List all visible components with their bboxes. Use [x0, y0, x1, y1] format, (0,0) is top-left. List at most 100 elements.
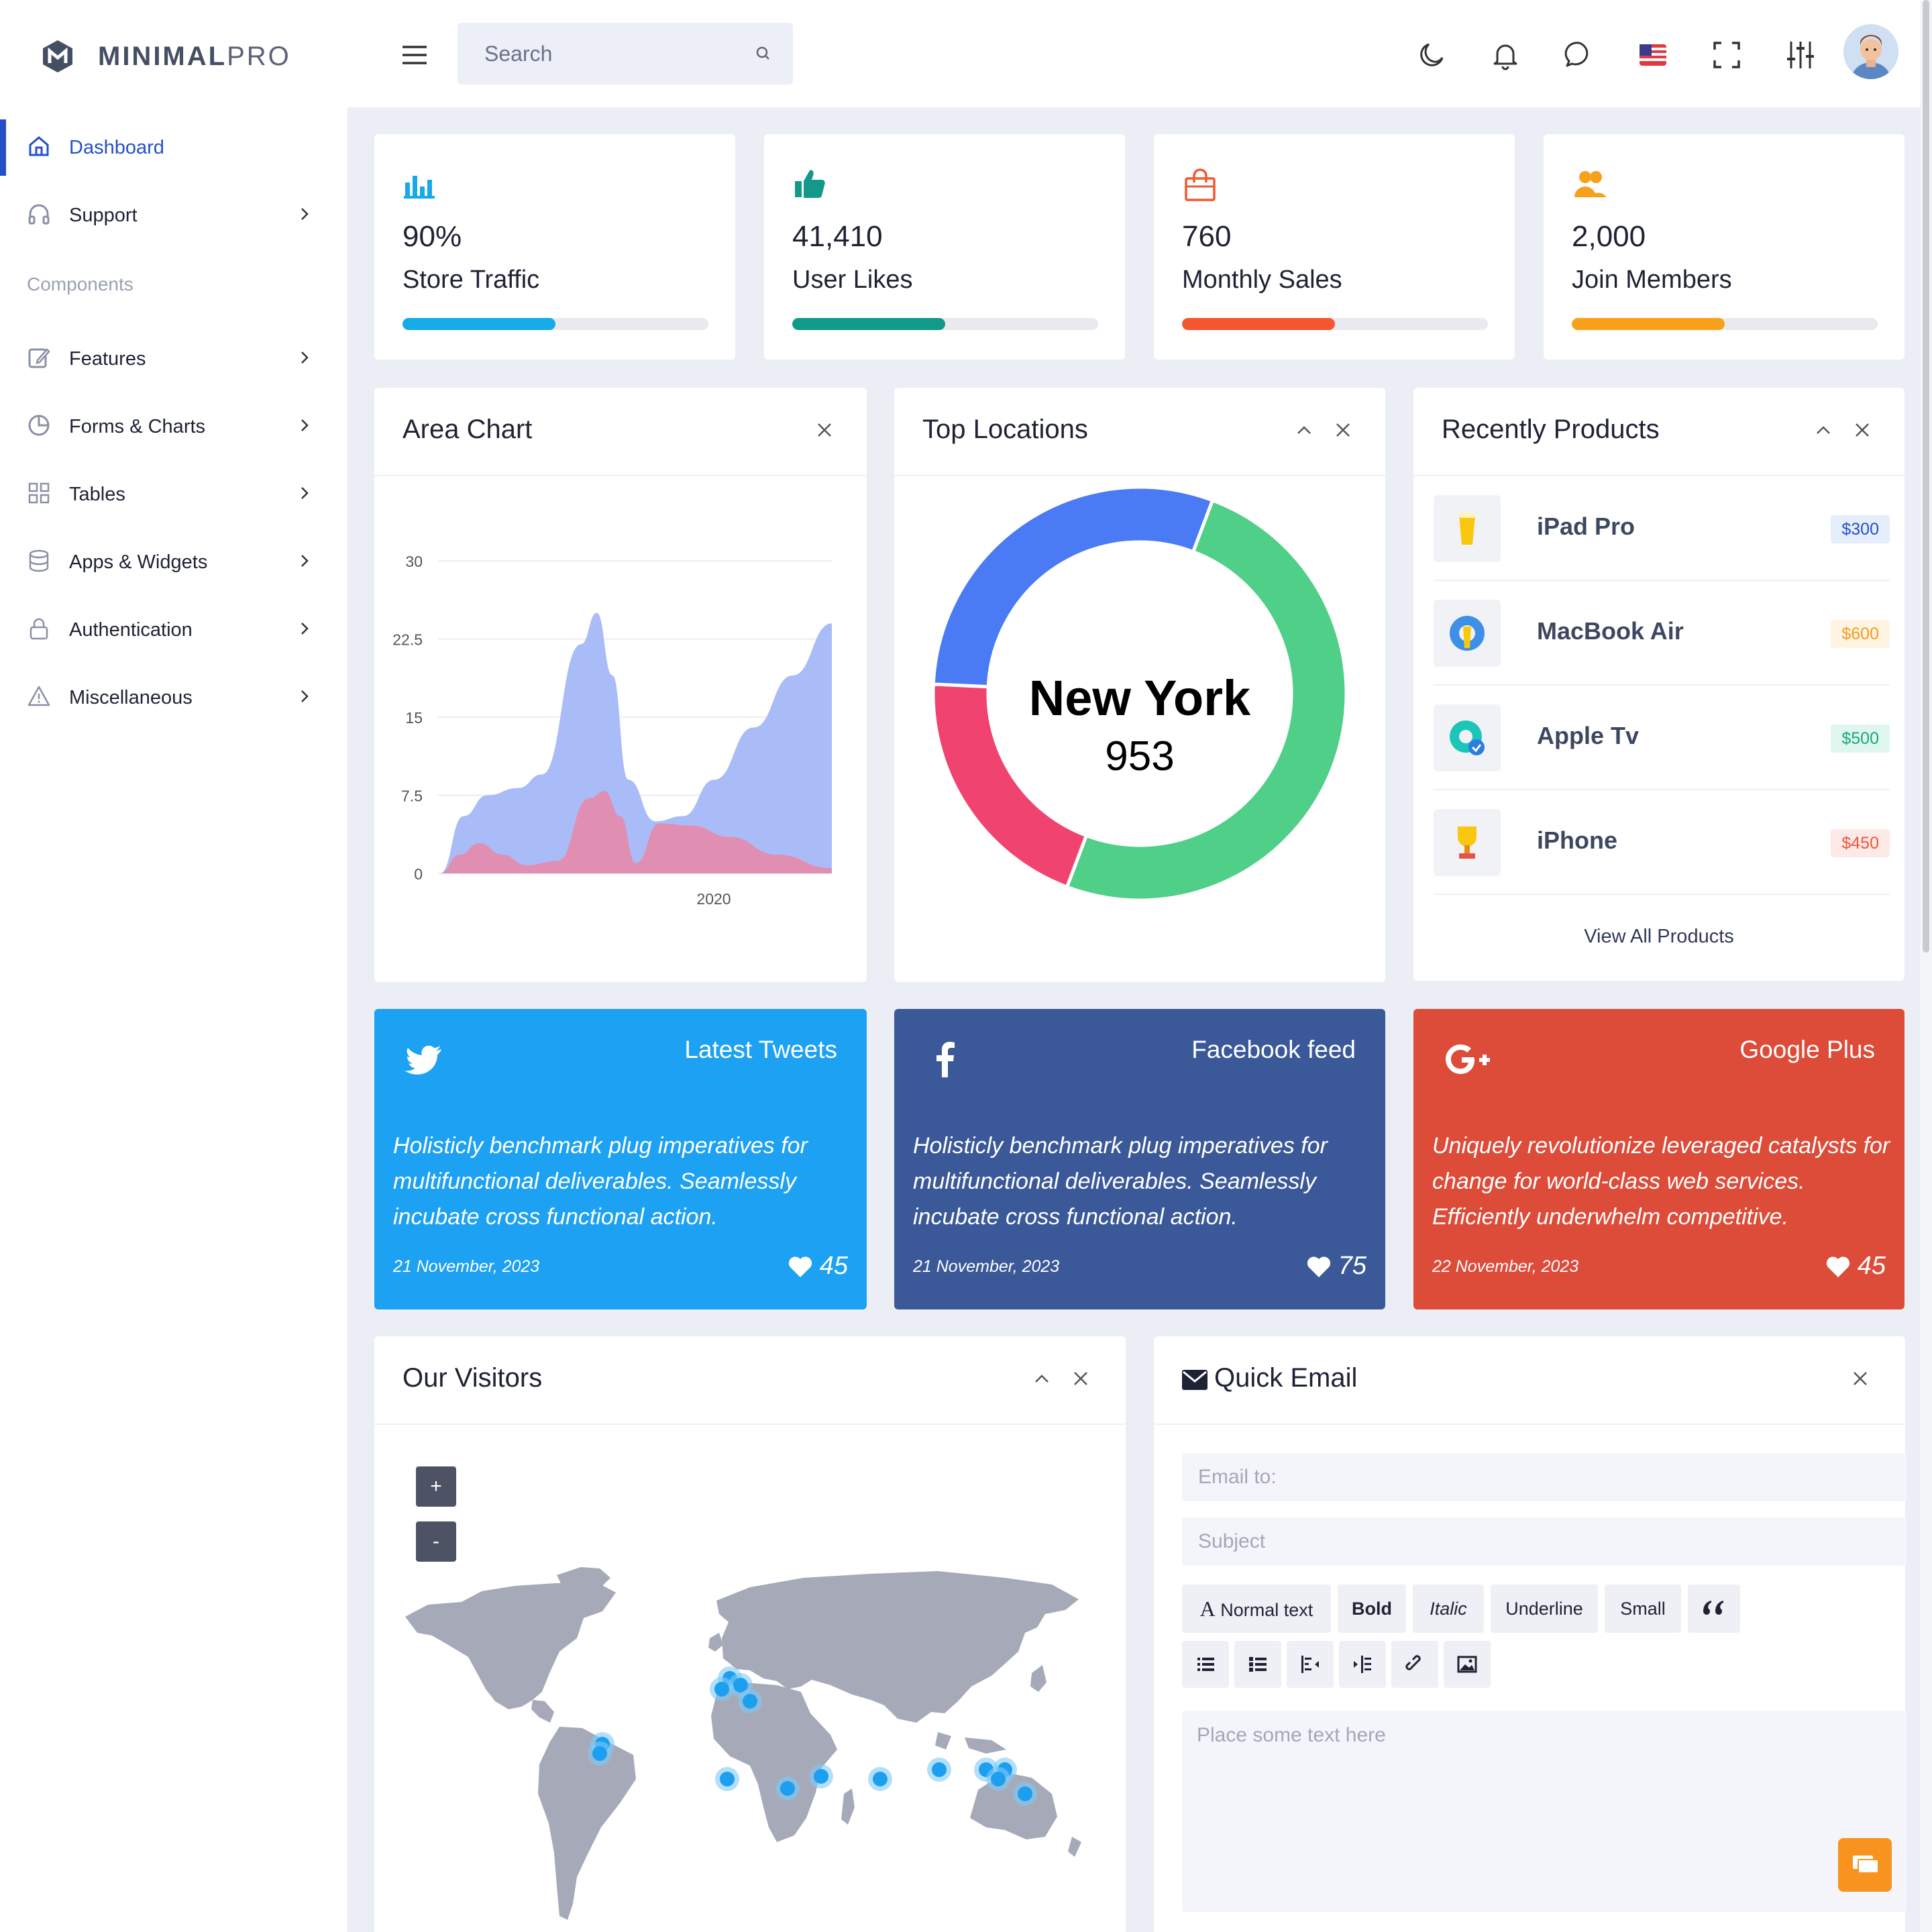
unordered-list-button[interactable] — [1182, 1641, 1229, 1688]
visitor-marker[interactable] — [592, 1746, 607, 1761]
sidebar-item-dashboard[interactable]: Dashboard — [0, 119, 347, 176]
donut-slice[interactable] — [931, 485, 1215, 689]
product-row[interactable]: iPad Pro $300 — [1434, 476, 1890, 581]
italic-button[interactable]: Italic — [1413, 1585, 1484, 1633]
collapse-icon[interactable] — [1294, 420, 1314, 440]
sidebar-item-authentication[interactable]: Authentication — [0, 602, 347, 658]
bell-icon[interactable] — [1489, 39, 1521, 71]
underline-button[interactable]: Underline — [1491, 1585, 1598, 1633]
sidebar-item-label: Features — [69, 347, 146, 370]
close-icon[interactable] — [1852, 420, 1872, 440]
stat-progress — [402, 318, 708, 330]
sidebar-item-forms-charts[interactable]: Forms & Charts — [0, 398, 347, 455]
close-icon[interactable] — [814, 420, 835, 440]
donut-slice[interactable] — [1065, 498, 1348, 902]
floating-chat-button[interactable] — [1838, 1838, 1892, 1892]
product-price-badge: $500 — [1831, 724, 1890, 753]
chat-icon[interactable] — [1563, 39, 1595, 71]
visitors-card: Our Visitors + - — [374, 1336, 1126, 1932]
product-name: Apple Tv — [1537, 722, 1640, 749]
chevron-right-icon — [301, 419, 309, 431]
map-zoom-in-button[interactable]: + — [416, 1466, 456, 1507]
visitor-marker[interactable] — [932, 1762, 947, 1777]
menu-toggle-icon[interactable] — [401, 44, 428, 66]
outdent-button[interactable] — [1287, 1641, 1334, 1688]
product-row[interactable]: MacBook Air $600 — [1434, 581, 1890, 686]
visitor-marker[interactable] — [814, 1769, 828, 1784]
sidebar-item-tables[interactable]: Tables — [0, 466, 347, 523]
post-date: 22 November, 2023 — [1432, 1257, 1579, 1276]
map-zoom-out-button[interactable]: - — [416, 1521, 456, 1562]
divider — [1154, 1424, 1905, 1425]
visitor-marker[interactable] — [780, 1781, 795, 1796]
us-flag-icon[interactable] — [1637, 39, 1669, 71]
email-to-field[interactable] — [1182, 1453, 1907, 1501]
y-tick-label: 22.5 — [392, 631, 423, 649]
sidebar-item-support[interactable]: Support — [0, 187, 347, 244]
collapse-icon[interactable] — [1032, 1368, 1052, 1389]
visitor-marker[interactable] — [1018, 1786, 1032, 1801]
brand-name[interactable]: MINIMALPRO — [98, 42, 291, 71]
product-price-badge: $450 — [1831, 829, 1890, 857]
heart-icon — [788, 1256, 812, 1277]
close-icon[interactable] — [1333, 420, 1353, 440]
visitor-marker[interactable] — [991, 1772, 1006, 1786]
fullscreen-icon[interactable] — [1711, 39, 1743, 71]
thumbs-up-icon — [795, 170, 825, 198]
post-text: Holisticly benchmark plug imperatives fo… — [393, 1133, 808, 1230]
likes-counter[interactable]: 45 — [1825, 1252, 1886, 1281]
normal-text-button[interactable]: A Normal text — [1182, 1585, 1331, 1633]
stat-label: Join Members — [1572, 266, 1732, 294]
collapse-icon[interactable] — [1813, 420, 1833, 440]
search-icon[interactable] — [753, 43, 774, 64]
ordered-list-button[interactable] — [1234, 1641, 1281, 1688]
settings-sliders-icon[interactable] — [1784, 39, 1817, 71]
product-name: iPhone — [1537, 826, 1618, 854]
email-body-textarea[interactable] — [1182, 1711, 1907, 1912]
close-icon[interactable] — [1071, 1368, 1091, 1389]
gear-check-icon — [1450, 720, 1485, 755]
view-all-products-link[interactable]: View All Products — [1584, 926, 1734, 947]
insert-link-button[interactable] — [1391, 1641, 1438, 1688]
small-button[interactable]: Small — [1605, 1585, 1681, 1633]
blockquote-button[interactable] — [1688, 1585, 1740, 1633]
button-label: Normal text — [1220, 1600, 1313, 1620]
email-subject-field[interactable] — [1182, 1517, 1907, 1566]
search-input[interactable] — [484, 42, 739, 66]
sidebar-item-label: Miscellaneous — [69, 686, 193, 708]
visitor-marker[interactable] — [743, 1694, 757, 1709]
visitor-marker[interactable] — [733, 1678, 748, 1693]
visitor-marker[interactable] — [873, 1772, 888, 1786]
likes-counter[interactable]: 45 — [788, 1252, 848, 1281]
sidebar-item-label: Forms & Charts — [69, 415, 206, 437]
top-locations-card: Top Locations New York 953 — [894, 388, 1385, 982]
chevron-right-icon — [301, 208, 309, 220]
sidebar-item-apps-widgets[interactable]: Apps & Widgets — [0, 534, 347, 590]
grid-icon — [28, 482, 50, 504]
user-avatar[interactable] — [1843, 24, 1898, 79]
page-scrollbar[interactable] — [1920, 0, 1932, 1932]
world-map — [405, 1567, 1081, 1920]
bold-button[interactable]: Bold — [1338, 1585, 1406, 1633]
stat-progress-fill — [792, 318, 945, 330]
close-icon[interactable] — [1850, 1368, 1870, 1389]
sidebar-item-features[interactable]: Features — [0, 331, 347, 387]
indent-button[interactable] — [1339, 1641, 1386, 1688]
moon-icon[interactable] — [1415, 39, 1448, 71]
product-thumbnail — [1434, 704, 1501, 771]
scrollbar-thumb[interactable] — [1923, 0, 1929, 953]
envelope-icon — [1182, 1370, 1208, 1390]
product-row[interactable]: iPhone $450 — [1434, 790, 1890, 895]
stat-label: User Likes — [792, 266, 913, 294]
sidebar-item-miscellaneous[interactable]: Miscellaneous — [0, 669, 347, 726]
insert-image-button[interactable] — [1444, 1641, 1491, 1688]
visitor-marker[interactable] — [720, 1772, 735, 1786]
pie-chart-icon — [28, 415, 50, 436]
product-row[interactable]: Apple Tv $500 — [1434, 686, 1890, 790]
gear-wrench-icon — [1450, 616, 1485, 651]
visitor-marker[interactable] — [714, 1682, 729, 1697]
likes-counter[interactable]: 75 — [1306, 1252, 1366, 1281]
sidebar-item-label: Support — [69, 204, 138, 226]
headphones-icon — [28, 204, 50, 225]
area-series-2 — [440, 791, 832, 873]
